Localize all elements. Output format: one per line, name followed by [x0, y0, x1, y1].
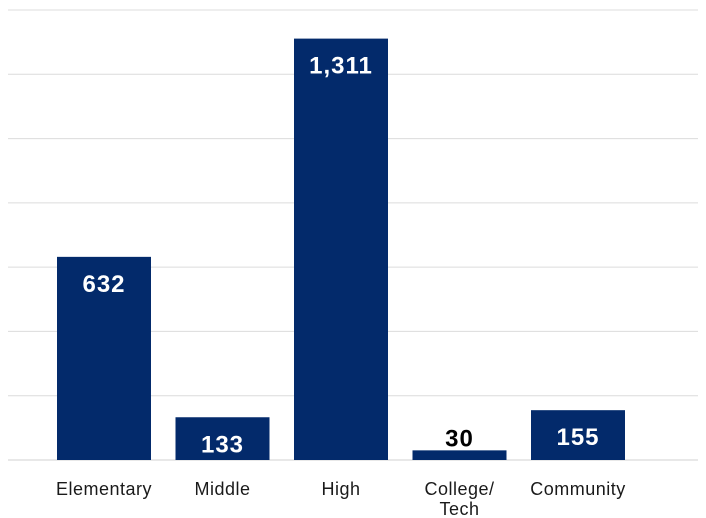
x-tick-label-1: Middle — [194, 479, 250, 499]
value-label-layer: 632 133 1,311 30 155 — [82, 53, 599, 459]
bar-value-label-4: 155 — [556, 424, 599, 451]
bar-4 — [531, 410, 625, 460]
bar-3 — [412, 450, 507, 460]
x-tick-label-3: College/Tech — [424, 479, 494, 518]
bar-layer — [57, 38, 625, 460]
x-tick-label-4: Community — [530, 479, 626, 499]
tick-label-layer: Elementary Middle High College/Tech Communit… — [56, 479, 626, 518]
bar-0 — [57, 256, 151, 460]
x-tick-label-2: High — [321, 479, 360, 499]
bar-value-label-2: 1,311 — [309, 53, 373, 80]
bar-value-label-3: 30 — [445, 425, 474, 452]
bar-2 — [294, 38, 388, 460]
bar-value-label-0: 632 — [82, 271, 125, 298]
x-tick-label-0: Elementary — [56, 479, 152, 499]
bar-value-label-1: 133 — [201, 431, 244, 458]
bar-1 — [175, 417, 270, 460]
